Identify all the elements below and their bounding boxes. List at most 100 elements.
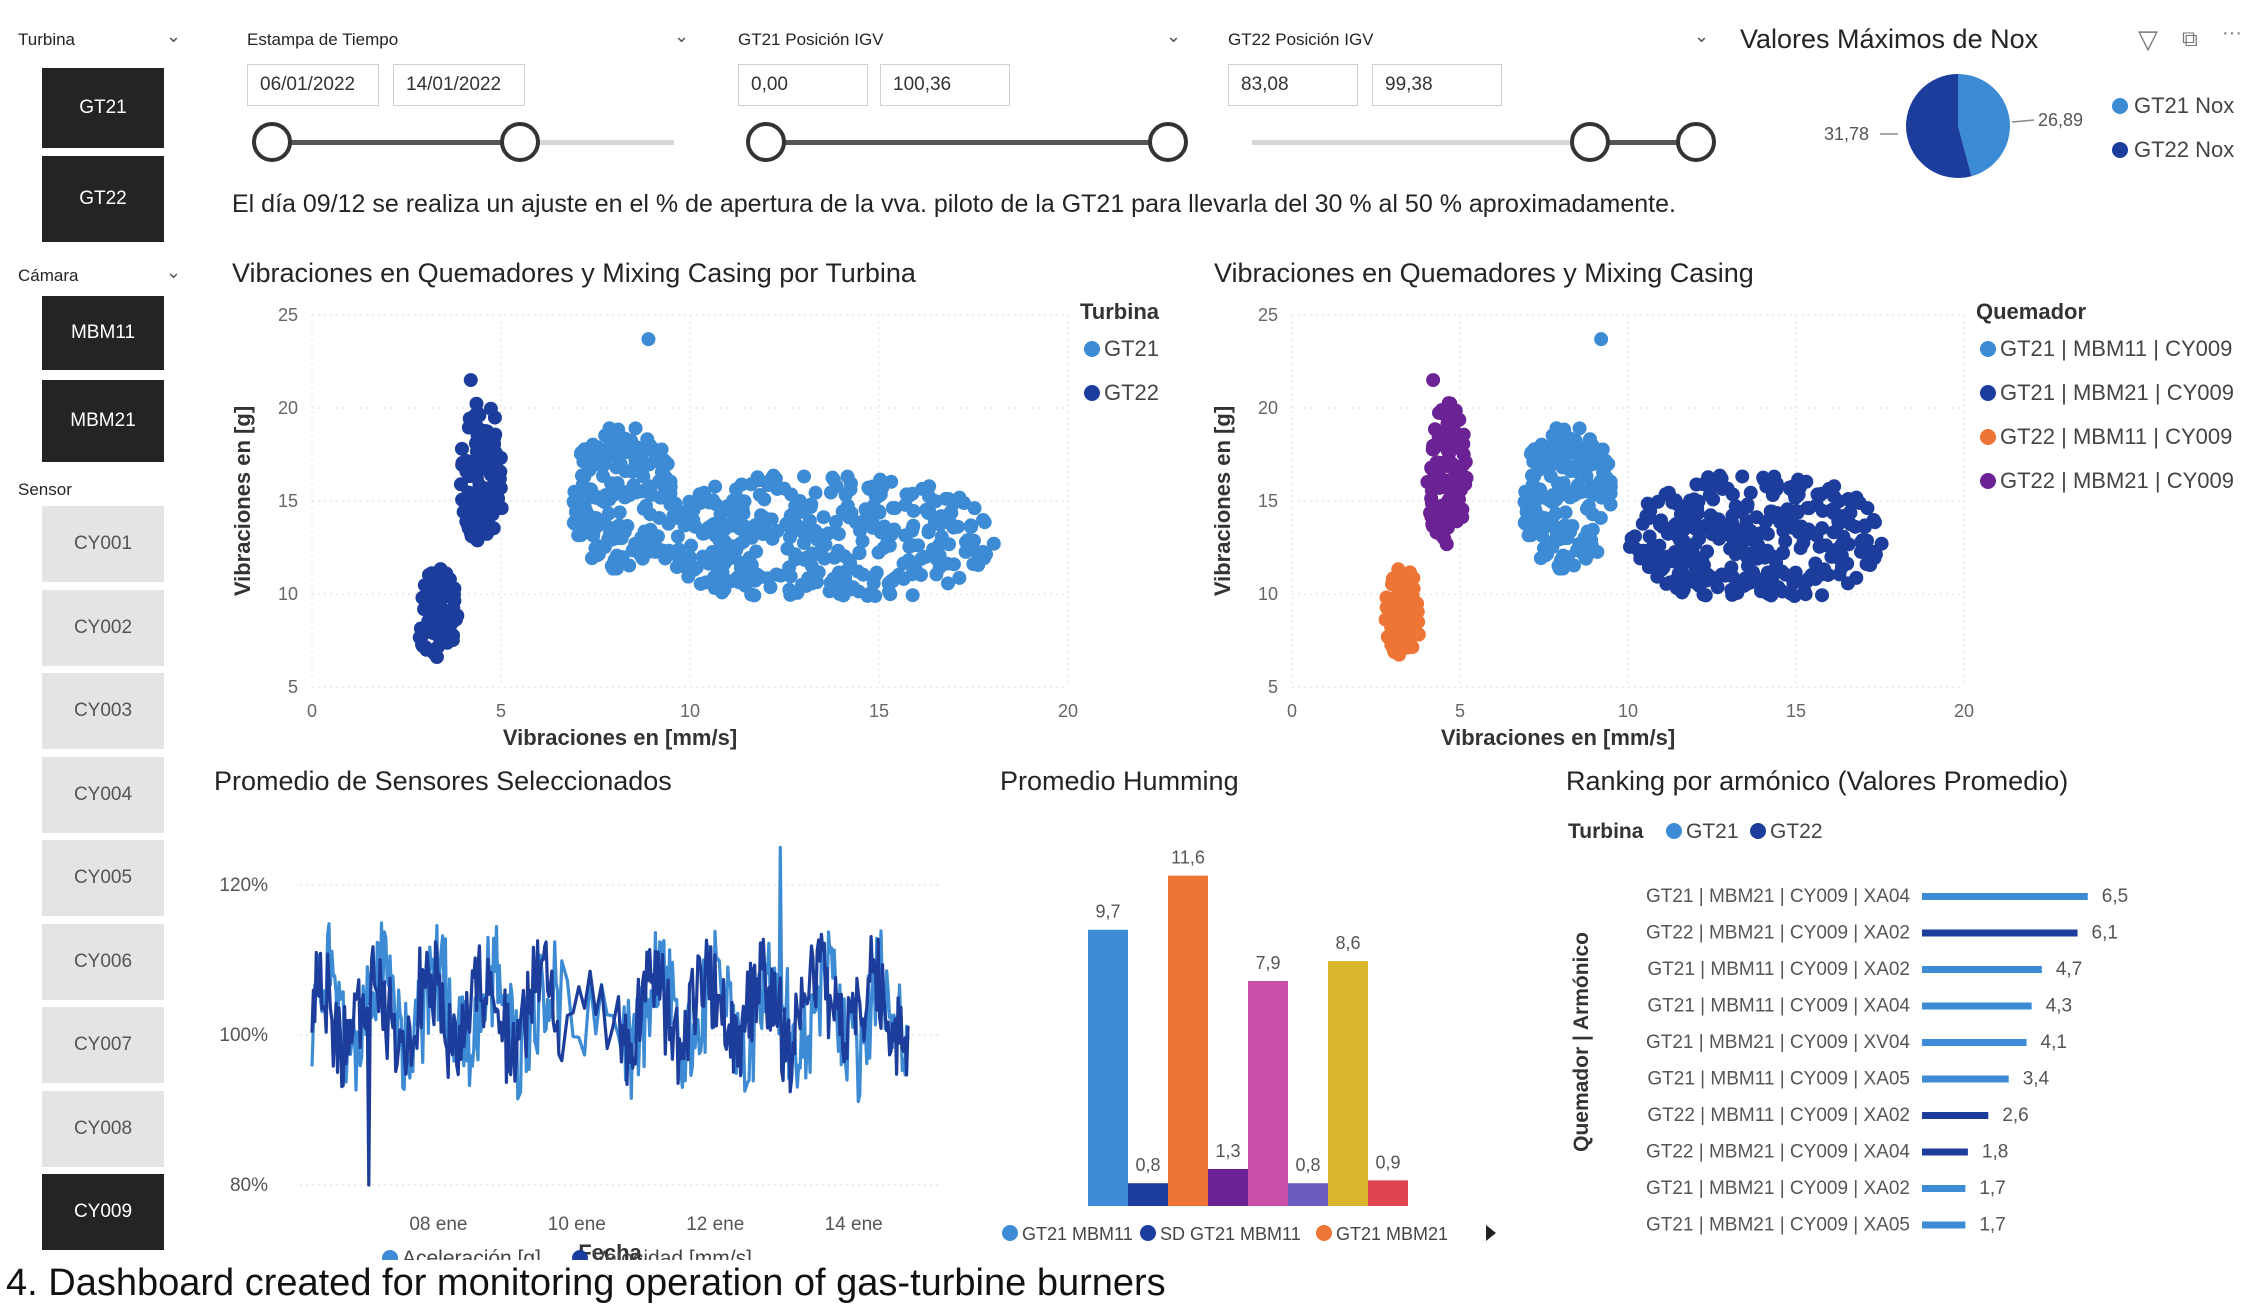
- gt21-igv-slider-end-handle[interactable]: [1148, 122, 1188, 162]
- chevron-down-icon[interactable]: ⌄: [1694, 26, 1710, 46]
- scatter-series[interactable]: [412, 373, 509, 664]
- more-options-icon[interactable]: ···: [2222, 22, 2242, 44]
- ranking-bar[interactable]: [1922, 1221, 1966, 1229]
- legend-next-arrow-icon[interactable]: [1486, 1225, 1496, 1241]
- humming-sd-bar[interactable]: [1288, 1183, 1328, 1206]
- ranking-bar[interactable]: [1922, 1075, 2009, 1083]
- scatter-point: [744, 530, 759, 545]
- legend-marker[interactable]: [1750, 823, 1766, 839]
- legend-marker[interactable]: [572, 1250, 588, 1260]
- sensor-cy002-button[interactable]: CY002: [42, 589, 164, 666]
- legend-marker[interactable]: [1002, 1225, 1018, 1241]
- gt22-igv-slider-track[interactable]: [1252, 140, 1696, 145]
- fecha-hasta-input[interactable]: 14/01/2022: [393, 64, 525, 106]
- scatter-point: [706, 493, 721, 508]
- humming-sd-bar[interactable]: [1128, 1183, 1168, 1206]
- scatter-point: [1432, 480, 1447, 495]
- sensor-slicer-title: Sensor: [18, 480, 72, 499]
- legend-marker[interactable]: [1980, 429, 1996, 445]
- tiempo-slider-start-handle[interactable]: [252, 122, 292, 162]
- scatter-series[interactable]: [1420, 373, 1474, 552]
- bar-data-label: 6,1: [2092, 923, 2118, 944]
- humming-sd-bar[interactable]: [1368, 1180, 1408, 1206]
- sensor-cy008-button[interactable]: CY008: [42, 1090, 164, 1167]
- ranking-bar[interactable]: [1922, 929, 2078, 937]
- scatter-point: [617, 440, 632, 455]
- scatter-point: [986, 536, 1001, 551]
- nox-slice-0[interactable]: [1958, 74, 2010, 177]
- chevron-down-icon[interactable]: ⌄: [166, 26, 182, 46]
- legend-marker[interactable]: [1980, 385, 1996, 401]
- sensor-cy006-button[interactable]: CY006: [42, 923, 164, 1000]
- gt21-igv-hasta-input[interactable]: 100,36: [880, 64, 1010, 106]
- humming-sd-bar[interactable]: [1208, 1168, 1248, 1206]
- legend-marker[interactable]: [1980, 473, 1996, 489]
- scatter-series[interactable]: [1378, 562, 1426, 662]
- legend-marker[interactable]: [382, 1250, 398, 1260]
- scatter-series[interactable]: [1517, 332, 1618, 576]
- ranking-bar[interactable]: [1922, 1148, 1968, 1156]
- filter-icon[interactable]: ▽: [2138, 24, 2158, 54]
- gt22-igv-slider-end-handle[interactable]: [1676, 122, 1716, 162]
- scatter-point: [852, 546, 867, 561]
- legend-marker[interactable]: [1084, 341, 1100, 357]
- humming-bar[interactable]: [1248, 981, 1288, 1206]
- line-series[interactable]: [310, 932, 910, 1187]
- scatter-point: [442, 621, 457, 636]
- chevron-down-icon[interactable]: ⌄: [674, 26, 690, 46]
- camara-mbm21-button[interactable]: MBM21: [42, 380, 164, 462]
- sensor-cy007-button[interactable]: CY007: [42, 1007, 164, 1083]
- turbina-gt21-button[interactable]: GT21: [42, 68, 164, 148]
- ranking-bar[interactable]: [1922, 1002, 2032, 1010]
- fecha-desde-input[interactable]: 06/01/2022: [247, 64, 379, 106]
- humming-bar[interactable]: [1168, 875, 1208, 1206]
- scatter-point: [1557, 422, 1572, 437]
- sensor-cy003-button[interactable]: CY003: [42, 673, 164, 749]
- x-tick-label: 0: [1287, 701, 1297, 721]
- scatter-point: [1458, 454, 1473, 469]
- tiempo-slider-end-handle[interactable]: [500, 122, 540, 162]
- legend-marker[interactable]: [1140, 1225, 1156, 1241]
- scatter-point: [744, 477, 759, 492]
- ranking-bar[interactable]: [1922, 1112, 1989, 1119]
- humming-bar[interactable]: [1328, 961, 1368, 1206]
- scatter-point: [734, 507, 749, 522]
- sensor-cy004-button[interactable]: CY004: [42, 756, 164, 833]
- scatter-series[interactable]: [1622, 468, 1889, 604]
- gt22-igv-desde-input[interactable]: 83,08: [1228, 64, 1358, 106]
- gt21-igv-desde-input[interactable]: 0,00: [738, 64, 868, 106]
- scatter-point: [1768, 553, 1783, 568]
- gt21-igv-slider-start-handle[interactable]: [746, 122, 786, 162]
- legend-marker[interactable]: [1980, 341, 1996, 357]
- bar-data-label: 4,3: [2046, 996, 2072, 1017]
- nox-slice-1[interactable]: [1906, 74, 1972, 178]
- y-tick-label: 15: [1258, 491, 1278, 511]
- ranking-bar[interactable]: [1922, 893, 2088, 900]
- sensor-cy001-button[interactable]: CY001: [42, 506, 164, 582]
- scatter-series[interactable]: [566, 332, 1001, 604]
- ranking-bar[interactable]: [1922, 1039, 2027, 1046]
- sensor-cy005-button[interactable]: CY005: [42, 840, 164, 916]
- humming-bar[interactable]: [1088, 929, 1128, 1206]
- line-series[interactable]: [310, 845, 910, 1104]
- scatter-point: [1711, 512, 1726, 527]
- scatter-point: [707, 570, 722, 585]
- ranking-bar[interactable]: [1922, 966, 2042, 973]
- scatter-point: [1687, 575, 1702, 590]
- gt22-igv-slider-start-handle[interactable]: [1570, 122, 1610, 162]
- x-tick-label: 14 ene: [825, 1214, 883, 1235]
- sensor-cy009-button[interactable]: CY009: [42, 1174, 164, 1250]
- camara-mbm11-button[interactable]: MBM11: [42, 296, 164, 370]
- chevron-down-icon[interactable]: ⌄: [1166, 26, 1182, 46]
- legend-marker[interactable]: [1316, 1225, 1332, 1241]
- chevron-down-icon[interactable]: ⌄: [166, 262, 182, 282]
- legend-marker[interactable]: [1666, 823, 1682, 839]
- gt22-igv-hasta-input[interactable]: 99,38: [1372, 64, 1502, 106]
- ranking-bar[interactable]: [1922, 1185, 1966, 1192]
- scatter-point: [747, 588, 762, 603]
- scatter-point: [469, 396, 484, 411]
- focus-mode-icon[interactable]: ⧉: [2182, 26, 2198, 51]
- y-tick-label: 120%: [219, 875, 268, 896]
- legend-marker[interactable]: [1084, 385, 1100, 401]
- turbina-gt22-button[interactable]: GT22: [42, 156, 164, 242]
